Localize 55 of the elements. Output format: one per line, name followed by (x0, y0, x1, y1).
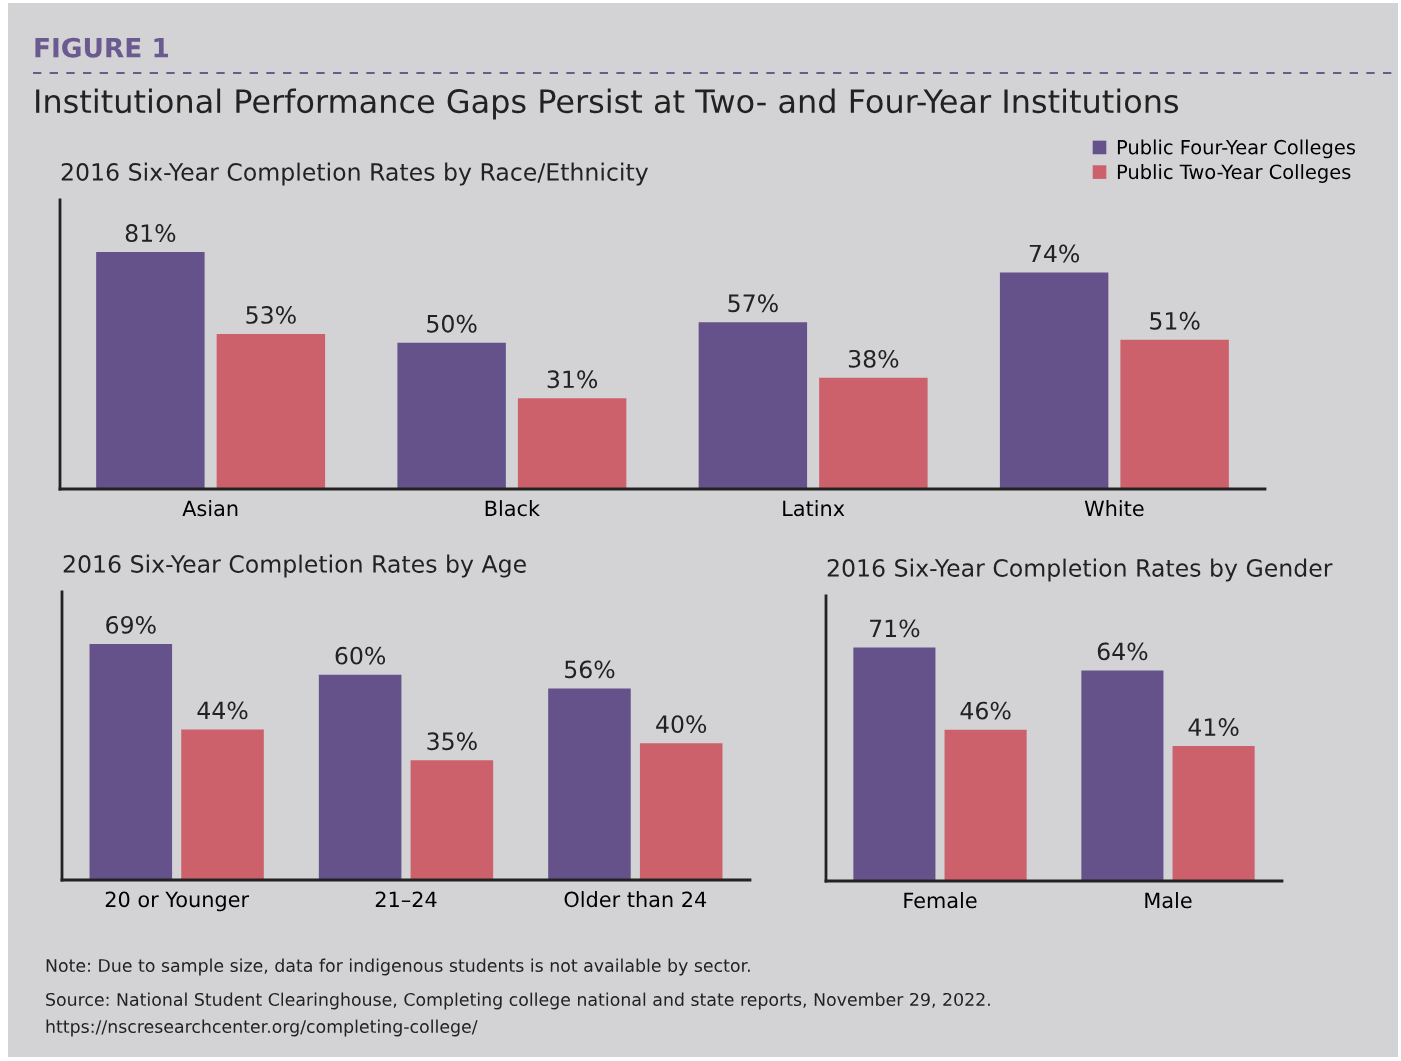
data-label: 81% (125, 224, 176, 242)
x-tick-label: 20 or Younger (105, 891, 250, 912)
data-label: 60% (335, 646, 386, 665)
bar (944, 729, 1027, 881)
chart-title: 2016 Six-Year Completion Rates by Gender (827, 558, 1333, 582)
bar (96, 252, 205, 489)
bar (1081, 670, 1164, 881)
x-tick-label: Older than 24 (564, 891, 707, 908)
bar (318, 674, 402, 880)
bar (1120, 339, 1229, 489)
data-label: 44% (197, 701, 248, 720)
bar (517, 398, 627, 489)
x-tick-label: Female (904, 892, 977, 909)
data-label: 51% (1150, 311, 1200, 330)
bar (410, 760, 494, 880)
data-label: 35% (427, 732, 477, 751)
bar (216, 334, 326, 489)
text: Note: Due to sample size, data for indigenous students is not available by sector. (46, 958, 750, 976)
data-label: 41% (1188, 718, 1239, 736)
x-tick-label: Asian (182, 500, 238, 517)
bar (181, 729, 264, 880)
chart-title: 2016 Six-Year Completion Rates by Age (63, 554, 526, 578)
data-label: 64% (1097, 642, 1148, 661)
bar (999, 272, 1109, 489)
data-label: 74% (1029, 244, 1080, 263)
data-label: 38% (848, 349, 899, 368)
x-tick-label: Male (1145, 892, 1192, 909)
data-label: 31% (547, 370, 598, 389)
caption: FIGURE 1 (35, 37, 169, 58)
data-label: 50% (427, 314, 477, 333)
bar (698, 322, 808, 489)
text: Institutional Performance Gaps Persist at Two- and Four-Year Institutions (36, 88, 1179, 120)
bar (1172, 746, 1255, 881)
bar (853, 647, 936, 881)
x-tick-label: Latinx (783, 500, 845, 517)
bar (89, 643, 173, 880)
bar (819, 377, 928, 489)
bar (548, 688, 631, 880)
x-tick-label: White (1084, 500, 1144, 517)
x-tick-label: Black (485, 500, 540, 517)
legend-label: Public Four-Year Colleges (1117, 139, 1355, 159)
chart-title: 2016 Six-Year Completion Rates by Race/Ethnicity (61, 162, 649, 186)
bar (397, 342, 506, 489)
data-label: 71% (870, 619, 920, 638)
bar (639, 743, 723, 880)
data-label: 57% (728, 294, 778, 313)
data-label: 53% (246, 306, 296, 324)
data-label: 56% (565, 660, 615, 679)
data-label: 69% (106, 615, 156, 634)
text: https://nscresearchcenter.org/completing-college/ (46, 1019, 478, 1037)
x-tick-label: 21–24 (375, 891, 437, 907)
source-note: Source: National Student Clearinghouse, Completing college national and state reports, November 29, 2022. (46, 992, 990, 1010)
legend-label: Public Two-Year Colleges (1117, 164, 1351, 183)
data-label: 46% (960, 701, 1011, 720)
data-label: 40% (656, 715, 707, 734)
